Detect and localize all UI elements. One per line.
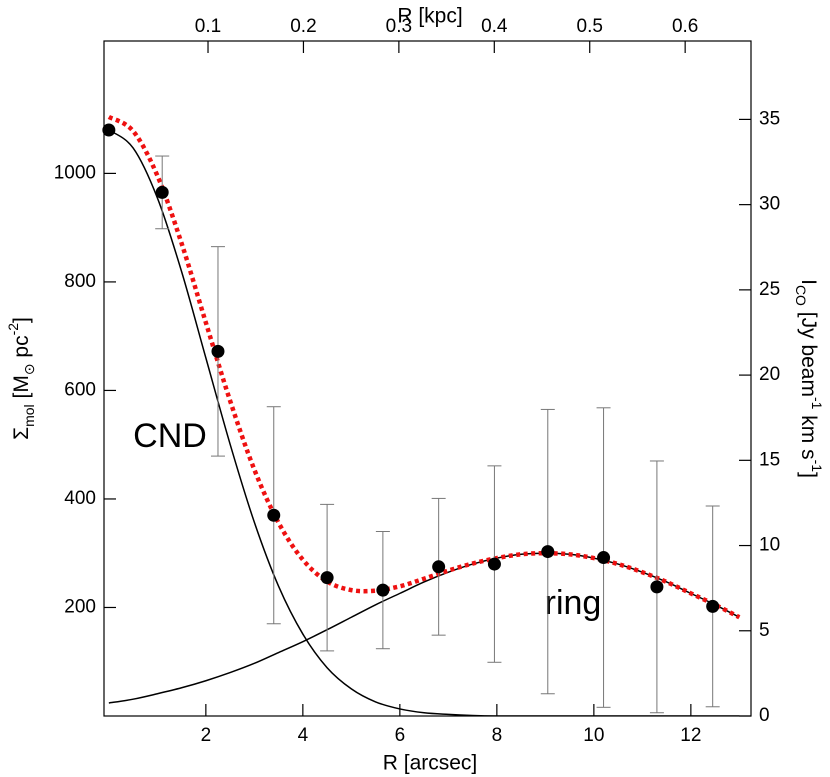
y-axis-label-part: mol [21,404,37,427]
curve-2 [107,114,741,620]
y-axis-label-part: pc [10,335,33,363]
y2-axis-label-part: CO [793,285,809,306]
y-axis-label-part: ⊙ [21,363,37,375]
y-axis-label: Σmol [M⊙ pc-2] [5,317,37,440]
y-tick-label: 800 [64,271,96,292]
y2-axis-label-part: km s [797,409,820,459]
x2-tick-label: 0.5 [577,16,603,37]
curve-0 [108,129,740,716]
x2-tick-label: 0.3 [386,16,412,37]
curve-1 [108,552,740,704]
x-tick-label: 12 [680,725,701,746]
y2-tick-label: 35 [759,108,780,129]
y-axis-label-part: [M [10,375,33,404]
y2-tick-label: 0 [759,705,770,726]
point [267,508,281,522]
y2-tick-label: 15 [759,449,780,470]
point [650,580,664,594]
y2-axis-label-part: I [797,279,820,285]
point [432,560,446,574]
x-tick-label: 8 [492,725,503,746]
x2-tick-label: 0.2 [290,16,316,37]
point [211,344,225,358]
x-axis-label: R [arcsec] [383,752,478,775]
y2-axis-label-part: ] [797,472,820,478]
y2-axis-label-part: -1 [809,397,825,410]
y2-tick-label: 30 [759,194,780,215]
y-axis-label-part: Σ [10,427,33,440]
y2-tick-label: 25 [759,279,780,300]
y-tick-label: 600 [64,379,96,400]
x2-tick-label: 0.1 [195,16,221,37]
point [706,599,720,613]
x2-axis-label: R [kpc] [397,5,462,28]
x-tick-label: 10 [583,725,604,746]
y2-tick-label: 5 [759,620,770,641]
y-tick-label: 400 [64,488,96,509]
point [320,571,334,585]
y-tick-label: 200 [64,596,96,617]
y2-tick-label: 20 [759,364,780,385]
point [376,583,390,597]
point [155,185,169,199]
x-tick-label: 6 [395,725,406,746]
x2-tick-label: 0.4 [481,16,508,37]
x2-tick-label: 0.6 [672,16,698,37]
y-tick-label: 1000 [54,162,96,183]
x-tick-label: 2 [201,725,212,746]
point [541,545,555,559]
y-axis-label-part: ] [10,317,33,323]
y2-axis-label-part: [Jy beam [797,306,820,397]
point [487,557,501,571]
y2-tick-label: 10 [759,535,780,556]
y2-axis-label: ICO [Jy beam-1 km s-1] [793,279,825,478]
point [102,123,116,137]
y-axis-label-part: -2 [5,323,21,336]
x-tick-label: 4 [298,725,309,746]
point [597,551,611,565]
annotation: ring [545,584,602,622]
plot-frame [103,40,752,717]
annotation: CND [133,417,207,455]
y2-axis-label-part: -1 [809,460,825,473]
